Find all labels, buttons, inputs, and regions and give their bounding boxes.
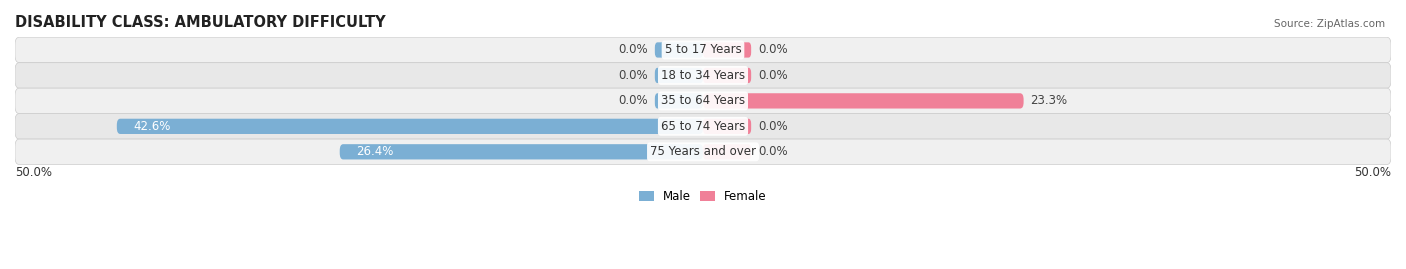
Text: 50.0%: 50.0% [1354, 165, 1391, 179]
FancyBboxPatch shape [655, 68, 703, 83]
Text: 0.0%: 0.0% [758, 120, 787, 133]
Text: DISABILITY CLASS: AMBULATORY DIFFICULTY: DISABILITY CLASS: AMBULATORY DIFFICULTY [15, 15, 385, 30]
Text: 18 to 34 Years: 18 to 34 Years [661, 69, 745, 82]
Text: 0.0%: 0.0% [758, 145, 787, 158]
Text: 5 to 17 Years: 5 to 17 Years [665, 44, 741, 56]
Text: 42.6%: 42.6% [134, 120, 170, 133]
FancyBboxPatch shape [703, 42, 751, 58]
Text: 0.0%: 0.0% [619, 69, 648, 82]
FancyBboxPatch shape [15, 114, 1391, 139]
Text: Source: ZipAtlas.com: Source: ZipAtlas.com [1274, 19, 1385, 29]
Text: 0.0%: 0.0% [619, 94, 648, 107]
FancyBboxPatch shape [703, 93, 1024, 108]
FancyBboxPatch shape [703, 68, 751, 83]
FancyBboxPatch shape [703, 144, 751, 160]
Text: 26.4%: 26.4% [356, 145, 394, 158]
Text: 50.0%: 50.0% [15, 165, 52, 179]
FancyBboxPatch shape [15, 139, 1391, 165]
FancyBboxPatch shape [15, 63, 1391, 88]
FancyBboxPatch shape [655, 93, 703, 108]
Text: 35 to 64 Years: 35 to 64 Years [661, 94, 745, 107]
FancyBboxPatch shape [655, 42, 703, 58]
FancyBboxPatch shape [15, 88, 1391, 114]
Text: 23.3%: 23.3% [1031, 94, 1067, 107]
FancyBboxPatch shape [703, 119, 751, 134]
Text: 0.0%: 0.0% [758, 44, 787, 56]
Text: 0.0%: 0.0% [758, 69, 787, 82]
FancyBboxPatch shape [117, 119, 703, 134]
FancyBboxPatch shape [340, 144, 703, 160]
Legend: Male, Female: Male, Female [634, 185, 772, 208]
Text: 0.0%: 0.0% [619, 44, 648, 56]
Text: 75 Years and over: 75 Years and over [650, 145, 756, 158]
FancyBboxPatch shape [15, 37, 1391, 63]
Text: 65 to 74 Years: 65 to 74 Years [661, 120, 745, 133]
